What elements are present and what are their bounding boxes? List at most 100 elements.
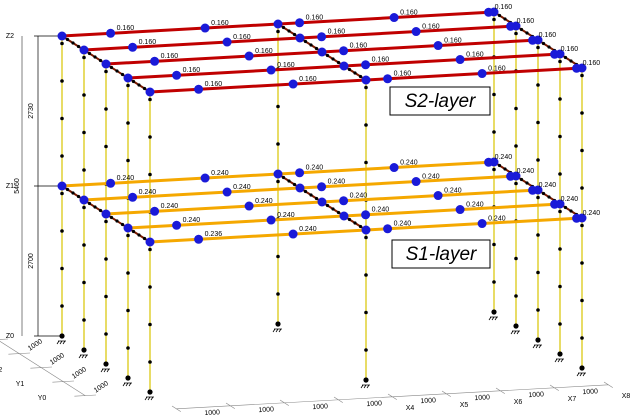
axis-label: X7 [568,396,577,403]
beam-label: 0.240 [422,173,440,180]
node [317,32,326,41]
node [276,180,280,184]
node [506,22,515,31]
node [498,164,501,167]
node [121,223,124,226]
node [146,238,155,247]
node [339,46,348,55]
beam-label: 0.240 [328,179,346,186]
node [146,88,155,97]
node [478,69,487,78]
node [364,311,368,315]
node [362,76,371,85]
node [104,70,108,74]
node [137,83,140,86]
node [115,219,118,222]
node [514,144,518,148]
node [535,337,540,342]
node [492,93,496,97]
axis-label: X6 [514,399,523,406]
node [289,80,298,89]
node [106,179,115,188]
spacing-label: 1000 [366,400,382,408]
beam-label: 0.240 [561,196,579,203]
node [293,183,296,186]
node [148,135,152,139]
node [137,233,140,236]
node [536,158,540,162]
node [506,172,515,181]
node [503,17,506,20]
node [276,255,280,259]
node [148,360,152,364]
node [564,56,567,59]
node [104,332,108,336]
node [110,216,113,219]
beam-label: 0.160 [139,39,157,46]
beam-label: 0.240 [444,187,462,194]
node [513,323,518,328]
node [150,207,159,216]
level-label: Z0 [6,333,14,340]
beam-label: 0.160 [372,57,390,64]
node [580,336,584,340]
node [59,333,64,338]
node [484,8,493,17]
node [293,33,296,36]
node [569,209,572,212]
node [315,47,318,50]
beam-label: 0.160 [277,62,295,69]
node [194,85,203,94]
spacing-label: 1000 [93,380,110,394]
node [309,43,312,46]
node [326,204,329,207]
node [282,176,285,179]
node [132,80,135,83]
beam-label: 0.160 [161,53,179,60]
beam-label: 0.160 [183,67,201,74]
node [275,321,280,326]
support [123,383,132,386]
beam-label: 0.236 [205,231,223,238]
node [274,170,283,179]
beam-label: 0.240 [139,189,157,196]
node [126,121,130,125]
node [580,111,584,115]
node [337,211,340,214]
node [93,205,96,208]
node [60,42,64,46]
node [536,271,540,275]
node [558,322,562,326]
beam-label: 0.160 [350,43,368,50]
beam-label: 0.240 [350,193,368,200]
node [412,177,421,186]
beam-label: 0.160 [117,25,135,32]
beam-label: 0.160 [211,20,229,27]
node [525,181,528,184]
node [514,182,518,186]
beam-label: 0.240 [211,170,229,177]
node [128,43,137,52]
beam-label: 0.240 [488,215,506,222]
beam-label: 0.160 [466,51,484,58]
layer-callout: S2-layer [405,91,476,112]
floor-tick [30,367,52,368]
beam-label: 0.160 [400,9,418,16]
node [81,347,86,352]
node [364,123,368,127]
node [148,323,152,327]
beam-label: 0.240 [255,198,273,205]
node [71,41,74,44]
node [364,86,368,90]
node [337,61,340,64]
node [150,57,159,66]
beam-label: 0.240 [517,168,535,175]
beam-label: 0.160 [422,23,440,30]
spacing-label: 1000 [204,409,220,415]
node [520,28,523,31]
node [364,236,368,240]
node [359,75,362,78]
node [528,186,537,195]
node [348,218,351,221]
